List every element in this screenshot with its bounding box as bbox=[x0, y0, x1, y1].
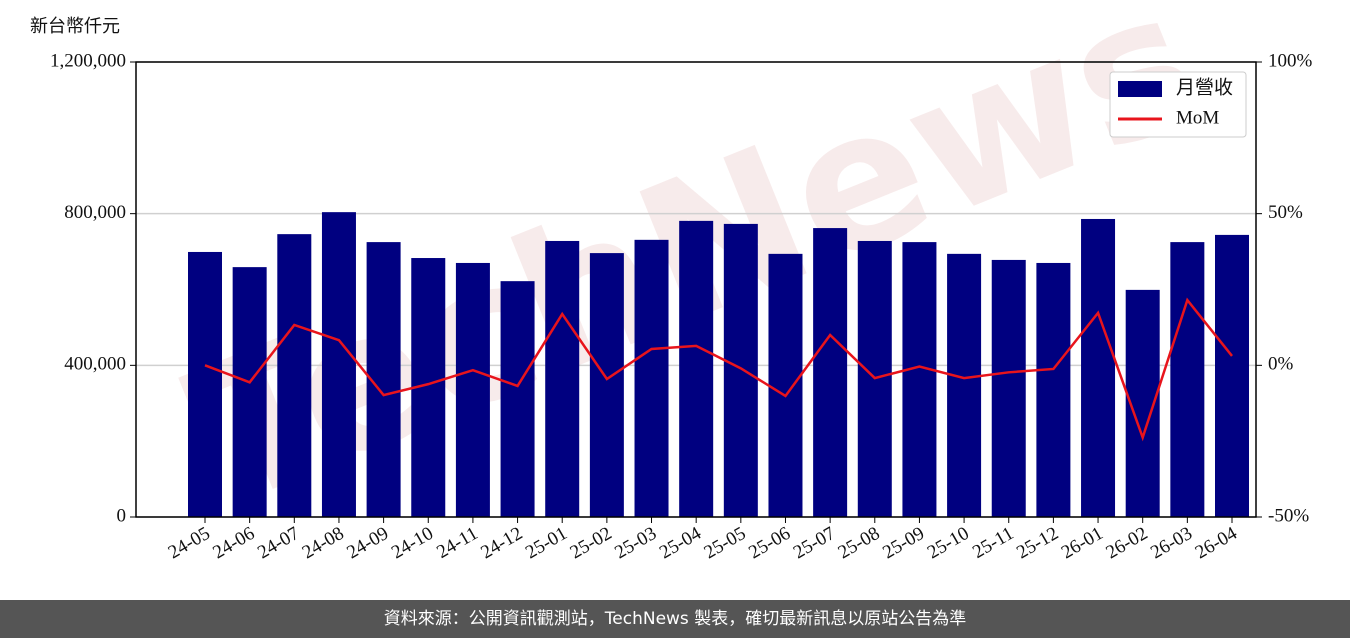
x-tick-label: 24-10 bbox=[388, 523, 437, 563]
y-axis-label: 新台幣仟元 bbox=[30, 16, 120, 37]
bar bbox=[589, 253, 624, 517]
bar bbox=[1081, 218, 1116, 517]
y-tick-label: 800,000 bbox=[64, 202, 126, 223]
x-tick-label: 24-12 bbox=[477, 523, 526, 563]
legend-label: 月營收 bbox=[1176, 76, 1233, 98]
x-tick-label: 26-01 bbox=[1058, 523, 1107, 563]
y2-tick-label: 0% bbox=[1268, 354, 1294, 375]
bar bbox=[232, 267, 267, 517]
chart: TechNews 新台幣仟元 0400,000800,0001,200,000-… bbox=[30, 0, 1313, 564]
bar bbox=[768, 253, 803, 517]
bar bbox=[947, 253, 982, 517]
x-tick-label: 25-11 bbox=[969, 523, 1017, 563]
bar bbox=[991, 259, 1026, 517]
bar bbox=[1170, 242, 1205, 517]
x-tick-label: 25-10 bbox=[924, 523, 973, 563]
y-tick-label: 0 bbox=[117, 505, 127, 526]
x-tick-label: 25-04 bbox=[656, 523, 705, 564]
bar bbox=[723, 223, 758, 517]
footer: 資料來源：公開資訊觀測站，TechNews 製表，確切最新訊息以原站公告為準 bbox=[0, 600, 1350, 638]
bar bbox=[545, 240, 580, 517]
y2-tick-label: 100% bbox=[1268, 50, 1313, 71]
x-tick-label: 26-03 bbox=[1147, 523, 1196, 563]
x-tick-label: 25-03 bbox=[611, 523, 660, 563]
x-tick-label: 25-02 bbox=[567, 523, 616, 563]
bar bbox=[813, 228, 848, 517]
y2-tick-label: 50% bbox=[1268, 202, 1303, 223]
x-tick-label: 25-07 bbox=[790, 523, 839, 563]
plot-frame bbox=[135, 61, 1257, 518]
x-tick-label: 26-04 bbox=[1192, 523, 1241, 564]
line bbox=[204, 297, 1233, 442]
x-tick-label: 25-09 bbox=[879, 523, 928, 563]
x-tick-label: 24-06 bbox=[209, 523, 258, 563]
x-tick-label: 24-09 bbox=[343, 523, 392, 563]
bar bbox=[902, 242, 937, 517]
x-tick-label: 25-06 bbox=[745, 523, 794, 563]
bar bbox=[1036, 262, 1071, 517]
bar bbox=[277, 234, 312, 517]
x-tick-label: 24-08 bbox=[299, 523, 348, 563]
bar bbox=[679, 220, 714, 517]
y-tick-label: 1,200,000 bbox=[50, 50, 126, 71]
bar bbox=[634, 239, 669, 517]
x-tick-label: 25-01 bbox=[522, 523, 571, 563]
legend-swatch bbox=[1118, 81, 1162, 97]
x-tick-label: 26-02 bbox=[1102, 523, 1151, 563]
x-tick-label: 25-08 bbox=[835, 523, 884, 563]
bar bbox=[321, 212, 356, 517]
bar bbox=[500, 281, 535, 517]
y-tick-label: 400,000 bbox=[64, 354, 126, 375]
legend-label: MoM bbox=[1176, 107, 1219, 128]
x-tick-label: 25-12 bbox=[1013, 523, 1062, 563]
bar bbox=[188, 251, 222, 517]
x-tick-label: 24-05 bbox=[165, 523, 214, 563]
bar bbox=[1215, 234, 1249, 517]
y2-tick-label: -50% bbox=[1268, 505, 1309, 526]
x-tick-label: 24-11 bbox=[433, 523, 481, 563]
x-tick-label: 25-05 bbox=[701, 523, 750, 563]
bar bbox=[455, 262, 490, 517]
